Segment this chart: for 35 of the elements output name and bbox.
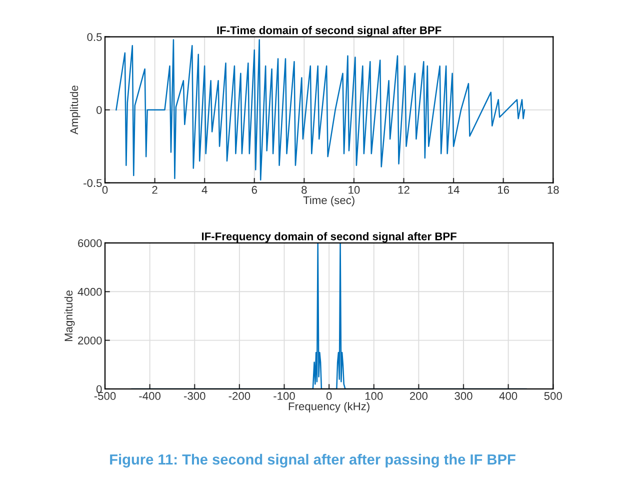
chart-title: IF-Time domain of second signal after BPF bbox=[217, 26, 442, 36]
chart-title: IF-Frequency domain of second signal after BPF bbox=[202, 232, 456, 243]
x-tick-label: -300 bbox=[184, 392, 206, 400]
y-axis-title: Magnitude bbox=[64, 290, 75, 342]
x-tick-label: -200 bbox=[228, 392, 250, 400]
line-series bbox=[116, 39, 526, 181]
x-tick-label: 500 bbox=[544, 392, 562, 400]
x-tick-label: -500 bbox=[94, 392, 116, 400]
x-tick-label: -100 bbox=[274, 392, 295, 400]
x-tick-label: 100 bbox=[365, 392, 383, 400]
x-tick-label: 16 bbox=[498, 186, 510, 194]
x-tick-label: 0 bbox=[102, 186, 108, 194]
x-tick-label: 14 bbox=[448, 186, 460, 194]
x-tick-label: 8 bbox=[302, 186, 307, 194]
x-axis-title: Time (sec) bbox=[303, 196, 354, 206]
y-tick-label: 6000 bbox=[78, 239, 102, 248]
x-tick-label: 12 bbox=[398, 186, 410, 194]
x-tick-label: 400 bbox=[499, 392, 518, 400]
y-tick-label: 4000 bbox=[78, 288, 102, 296]
x-tick-label: 200 bbox=[410, 392, 428, 400]
y-tick-label: 0 bbox=[96, 106, 102, 114]
x-tick-label: 0 bbox=[326, 392, 332, 400]
y-tick-label: 2000 bbox=[78, 336, 102, 344]
x-tick-label: 6 bbox=[252, 186, 257, 194]
x-tick-label: 4 bbox=[202, 186, 208, 194]
y-tick-label: 0.5 bbox=[87, 33, 102, 41]
x-tick-label: 300 bbox=[454, 392, 472, 400]
x-tick-label: 18 bbox=[548, 186, 559, 194]
x-tick-label: -400 bbox=[139, 392, 160, 400]
x-tick-label: 2 bbox=[152, 186, 158, 194]
x-axis-title: Frequency (kHz) bbox=[288, 402, 370, 412]
caption: Figure 11: The second signal after after passing the IF BPF bbox=[110, 454, 516, 468]
y-tick-label: -0.5 bbox=[84, 179, 102, 187]
y-axis-title: Amplitude bbox=[70, 86, 80, 135]
x-tick-label: 10 bbox=[348, 186, 360, 194]
